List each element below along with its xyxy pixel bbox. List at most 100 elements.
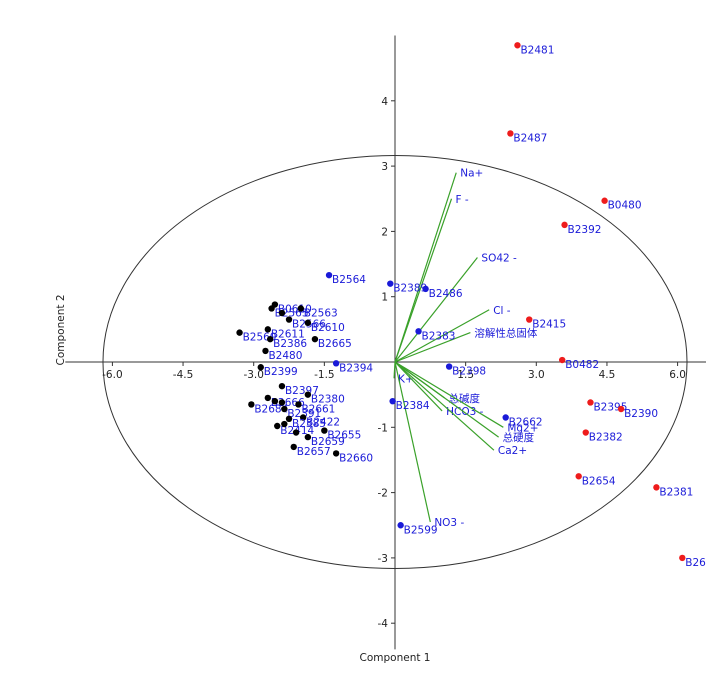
loading-label: Na+ bbox=[460, 168, 483, 180]
point-label: B2486 bbox=[429, 288, 463, 300]
loading-label: 溶解性总固体 bbox=[474, 327, 537, 340]
data-point bbox=[248, 401, 255, 408]
point-label: B2391 bbox=[287, 408, 321, 420]
data-point bbox=[304, 319, 312, 327]
y-axis-title: Component 2 bbox=[55, 295, 67, 366]
data-point bbox=[332, 450, 340, 457]
x-tick-label: -6.0 bbox=[102, 369, 123, 381]
x-tick-label: -4.5 bbox=[173, 369, 194, 381]
point-label: B2564 bbox=[332, 274, 366, 286]
data-point bbox=[587, 399, 594, 406]
data-point bbox=[266, 335, 274, 343]
loading-label: 总碱度 bbox=[448, 392, 480, 405]
data-point bbox=[262, 347, 269, 355]
point-label: B2415 bbox=[532, 319, 566, 331]
point-label: B2563 bbox=[304, 307, 338, 319]
point-label: B2487 bbox=[513, 132, 547, 144]
point-label: B2399 bbox=[264, 366, 298, 378]
data-point bbox=[281, 420, 288, 428]
data-point bbox=[397, 522, 404, 529]
point-label: B2383 bbox=[422, 330, 456, 342]
y-tick-label: 2 bbox=[381, 226, 388, 238]
data-point bbox=[502, 414, 509, 421]
y-tick-label: -4 bbox=[378, 618, 389, 630]
point-label: B2660 bbox=[339, 452, 373, 464]
loading-label: Cl - bbox=[493, 305, 511, 317]
data-point bbox=[268, 305, 275, 312]
data-point bbox=[321, 427, 328, 434]
point-label: B2381 bbox=[659, 486, 693, 498]
data-point bbox=[679, 554, 686, 562]
data-point bbox=[601, 197, 608, 204]
y-tick-label: 4 bbox=[381, 96, 388, 108]
loading-label: SO42 - bbox=[481, 253, 517, 265]
x-tick-label: 3.0 bbox=[528, 369, 545, 381]
x-tick-label: 1.5 bbox=[457, 369, 474, 381]
data-point bbox=[526, 316, 533, 323]
loading-vector bbox=[393, 361, 396, 379]
data-point bbox=[561, 221, 568, 229]
point-label: B2398 bbox=[452, 366, 486, 378]
point-label: B2657 bbox=[297, 446, 331, 458]
loading-vector bbox=[394, 198, 453, 363]
loading-vector bbox=[394, 332, 471, 363]
data-point bbox=[559, 356, 566, 364]
point-label: B2659 bbox=[311, 436, 345, 448]
point-label: B2385 bbox=[292, 418, 326, 430]
loading-vector bbox=[394, 361, 495, 451]
y-tick-label: 3 bbox=[381, 161, 388, 173]
point-label: B2611 bbox=[271, 328, 305, 340]
data-point bbox=[575, 473, 582, 480]
loading-label: Ca2+ bbox=[498, 445, 527, 457]
data-point bbox=[304, 433, 312, 441]
data-point bbox=[290, 443, 297, 451]
point-label: B0480 bbox=[608, 200, 642, 212]
point-label: B2662 bbox=[509, 417, 543, 429]
data-point bbox=[285, 316, 293, 323]
point-label: B2655 bbox=[327, 430, 361, 442]
points-layer: B2481B2487B0480B2392B2415B0482B2395B2390… bbox=[236, 42, 706, 569]
point-label: B2390 bbox=[624, 408, 658, 420]
data-point bbox=[617, 405, 625, 413]
data-point bbox=[653, 484, 660, 491]
point-label: B2661 bbox=[301, 403, 335, 415]
point-label: B0482 bbox=[565, 359, 599, 371]
data-point bbox=[278, 399, 286, 406]
loading-label: Mg2+ bbox=[507, 422, 538, 434]
data-point bbox=[264, 326, 272, 333]
data-point bbox=[292, 429, 300, 436]
x-tick-label: 6.0 bbox=[669, 369, 686, 381]
data-point bbox=[278, 309, 286, 317]
point-label: B2382 bbox=[589, 432, 623, 444]
x-axis-title: Component 1 bbox=[360, 652, 431, 664]
point-label: B2665 bbox=[318, 338, 352, 350]
point-label: B2480 bbox=[268, 350, 302, 362]
point-label: B2380 bbox=[311, 394, 345, 406]
loading-vector bbox=[394, 309, 490, 363]
data-point bbox=[507, 130, 514, 137]
data-point bbox=[311, 335, 319, 343]
x-tick-label: 4.5 bbox=[599, 369, 616, 381]
data-point bbox=[304, 391, 312, 398]
x-tick-label: -3.0 bbox=[243, 369, 264, 381]
data-point bbox=[236, 329, 243, 336]
data-point bbox=[415, 328, 422, 335]
point-label: B2684 bbox=[254, 403, 288, 415]
point-label: B2392 bbox=[568, 224, 602, 236]
data-point bbox=[278, 382, 286, 390]
data-point bbox=[274, 422, 281, 430]
y-tick-label: -1 bbox=[378, 422, 388, 434]
loading-label: F - bbox=[456, 194, 469, 206]
point-label: B2394 bbox=[339, 362, 373, 374]
data-point bbox=[264, 394, 272, 402]
data-point bbox=[285, 415, 293, 423]
point-label: B2654 bbox=[582, 475, 616, 487]
data-point bbox=[325, 271, 333, 279]
loading-vector bbox=[394, 361, 443, 412]
y-tick-label: -2 bbox=[378, 488, 388, 500]
point-label: B2599 bbox=[404, 524, 438, 536]
loading-vector bbox=[394, 361, 504, 428]
loading-label: K+ bbox=[398, 373, 414, 385]
point-label: B2481 bbox=[520, 44, 554, 56]
